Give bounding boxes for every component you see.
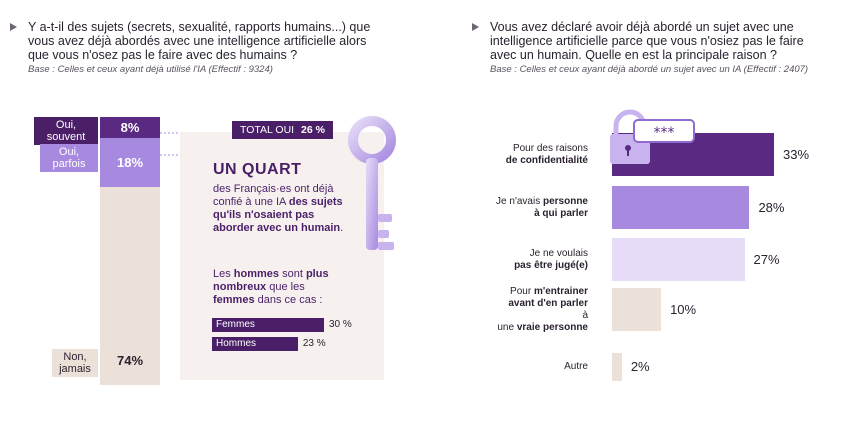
reason-value-label: 10% <box>670 301 697 317</box>
segment-value-label: 74% <box>116 352 144 368</box>
reason-label-bold: de confidentialité <box>505 154 588 166</box>
left-question-line-2: vous avez déjà abordés avec une intellig… <box>28 34 367 48</box>
reason-label-line: de confidentialité <box>506 155 588 167</box>
reason-bar <box>612 186 750 229</box>
p1-text-2: confié à une IA <box>213 196 289 208</box>
reason-label-bold: vraie personne <box>516 321 588 333</box>
stacked-segment <box>100 117 160 139</box>
segment-value-label: 8% <box>120 120 140 136</box>
p2-bold-1: hommes <box>233 268 280 280</box>
p1-text-3: . <box>340 222 344 234</box>
total-oui-label: TOTAL OUI <box>240 124 295 136</box>
svg-text:***: *** <box>654 125 675 141</box>
reason-label-line: avant d'en parler <box>497 298 588 310</box>
reason-category-label: Autre <box>564 361 588 373</box>
total-oui-badge: TOTAL OUI 26 % <box>232 121 333 139</box>
p2-text-3: que les <box>266 281 305 293</box>
reason-label-text: Je n'avais <box>496 195 543 207</box>
reason-label-text: Pour <box>510 285 534 297</box>
reason-label-bold: à qui parler <box>534 207 588 219</box>
p2-text-1: Les <box>213 268 234 280</box>
segment-value-label: 18% <box>116 155 144 171</box>
reason-label-line: une vraie personne <box>497 322 588 334</box>
reason-label-line: Pour m'entrainer <box>497 286 588 298</box>
reason-label-bold: avant d'en parler <box>508 297 588 309</box>
p1-bold-3: aborder avec un humain <box>213 222 341 234</box>
p1-text-1: des Français·es ont déjà <box>213 183 334 195</box>
reason-category-label: Je n'avais personne à qui parler <box>496 196 588 220</box>
reason-label-text: une <box>497 321 517 333</box>
gender-bar: Femmes <box>212 318 324 332</box>
reason-category-label: Pour des raisons de confidentialité <box>506 143 588 167</box>
p2-text-4: dans ce cas : <box>254 294 323 306</box>
stacked-segment <box>100 186 160 385</box>
p2-bold-3: nombreux <box>213 281 267 293</box>
reason-label-line: à qui parler <box>496 208 588 220</box>
segment-category-label: Oui, parfois <box>40 144 98 173</box>
gender-value-label: 30 % <box>329 319 352 330</box>
reason-value-label: 27% <box>753 251 780 267</box>
stacked-segment <box>100 138 160 187</box>
reason-label-line: Je n'avais personne <box>496 196 588 208</box>
p1-bold-1: des sujets <box>288 196 343 208</box>
right-question-line-1: Vous avez déclaré avoir déjà abordé un s… <box>490 20 794 34</box>
reason-value-label: 33% <box>783 146 810 162</box>
p1-bold-2: qu'ils n'osaient pas <box>213 209 315 221</box>
reason-value-label: 2% <box>630 359 650 374</box>
bullet-arrow-icon <box>472 23 479 31</box>
category-label-line: parfois <box>52 158 86 171</box>
reason-label-line: à <box>497 310 588 322</box>
right-question-line-2: intelligence artificielle parce que vous… <box>490 34 804 48</box>
category-label-line: Non, <box>63 350 87 363</box>
card-paragraph-1: des Français·es ont déjà confié à une IA… <box>213 183 373 235</box>
reason-label-text: Autre <box>564 361 588 372</box>
bullet-arrow-icon <box>10 23 17 31</box>
headline: UN QUART <box>213 161 302 178</box>
reason-label-line: pas être jugé(e) <box>514 260 588 272</box>
reason-bar <box>612 288 662 331</box>
reason-label-text: Je ne voulais <box>529 247 588 259</box>
right-question: Vous avez déclaré avoir déjà abordé un s… <box>472 20 857 62</box>
reason-category-label: Je ne voulais pas être jugé(e) <box>514 248 588 272</box>
segment-category-label: Non, jamais <box>52 348 98 377</box>
gender-value-label: 23 % <box>302 338 326 349</box>
reason-value-label: 28% <box>758 199 785 215</box>
left-question: Y a-t-il des sujets (secrets, sexualité,… <box>10 20 410 62</box>
reason-label-line: Pour des raisons <box>506 143 588 155</box>
reason-label-bold: personne <box>542 195 588 207</box>
right-question-line-3: avec un humain. Quelle en est la princip… <box>490 48 777 62</box>
reason-label-bold: pas être jugé(e) <box>514 259 588 271</box>
lock-icon: *** <box>610 109 695 164</box>
reason-label-text: à <box>582 309 588 321</box>
left-question-line-3: que vous n'osez pas le faire avec des hu… <box>28 48 298 62</box>
left-base-note: Base : Celles et ceux ayant déjà utilisé… <box>28 64 273 75</box>
right-base-note: Base : Celles et ceux ayant déjà abordé … <box>490 64 809 75</box>
reason-label-text: Pour des raisons <box>512 142 588 154</box>
reason-label-line: Je ne voulais <box>514 248 588 260</box>
card-paragraph-2: Les hommes sont plus nombreux que les fe… <box>213 268 373 307</box>
reason-category-label: Pour m'entrainer avant d'en parler à une vr… <box>497 286 588 334</box>
p2-bold-2: plus <box>305 268 329 280</box>
p2-text-2: sont <box>279 268 306 280</box>
category-label-line: jamais <box>59 362 91 375</box>
p2-bold-4: femmes <box>213 294 255 306</box>
gender-bar: Hommes <box>212 337 298 351</box>
right-question-block: Vous avez déclaré avoir déjà abordé un s… <box>472 20 857 75</box>
total-oui-value: 26 % <box>301 124 325 136</box>
left-question-line-1: Y a-t-il des sujets (secrets, sexualité,… <box>28 20 371 34</box>
category-label-line: Oui, <box>58 146 80 159</box>
segment-category-label: Oui, souvent <box>34 117 98 145</box>
category-label-line: Oui, <box>55 119 77 131</box>
reason-label-line: Autre <box>564 361 588 373</box>
left-question-block: Y a-t-il des sujets (secrets, sexualité,… <box>10 20 410 75</box>
reason-bar <box>612 238 745 281</box>
reason-bar <box>612 353 622 381</box>
key-icon <box>348 116 396 250</box>
reason-label-bold: m'entrainer <box>533 285 588 297</box>
category-label-line: souvent <box>46 131 86 143</box>
